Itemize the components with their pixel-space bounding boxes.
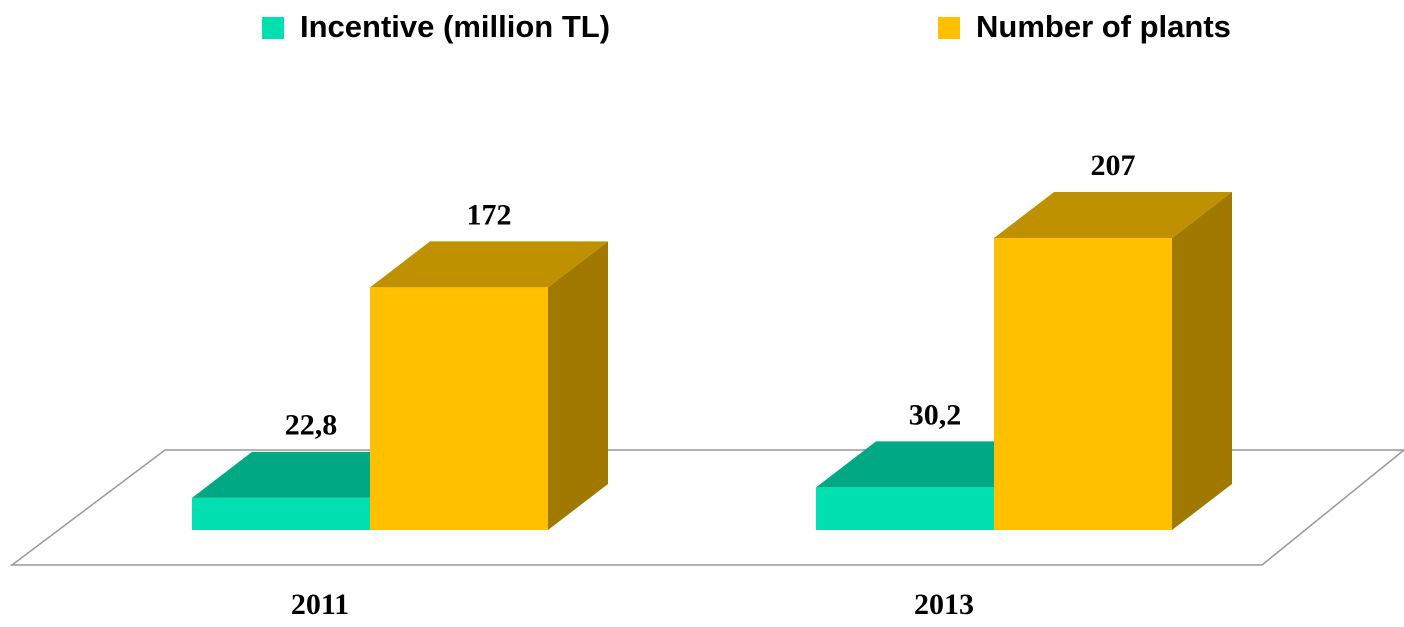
bar-side [548, 241, 608, 530]
bar-front [816, 487, 994, 530]
bar-front [192, 497, 370, 530]
legend-label: Number of plants [976, 9, 1231, 44]
legend-swatch [262, 17, 284, 39]
bar-front [994, 238, 1172, 530]
x-tick-label: 2011 [291, 588, 349, 621]
bar [994, 192, 1232, 530]
bar-top [994, 192, 1232, 238]
value-label: 22,8 [285, 409, 338, 442]
x-tick-label: 2013 [914, 588, 974, 621]
value-label: 207 [1091, 149, 1136, 182]
legend-swatch [938, 17, 960, 39]
bar-top [370, 241, 608, 288]
value-label: 172 [467, 198, 512, 231]
bar [370, 241, 608, 530]
bar-front [370, 287, 548, 530]
value-label: 30,2 [909, 398, 962, 431]
bar-side [1172, 192, 1232, 530]
legend-label: Incentive (million TL) [300, 9, 610, 44]
